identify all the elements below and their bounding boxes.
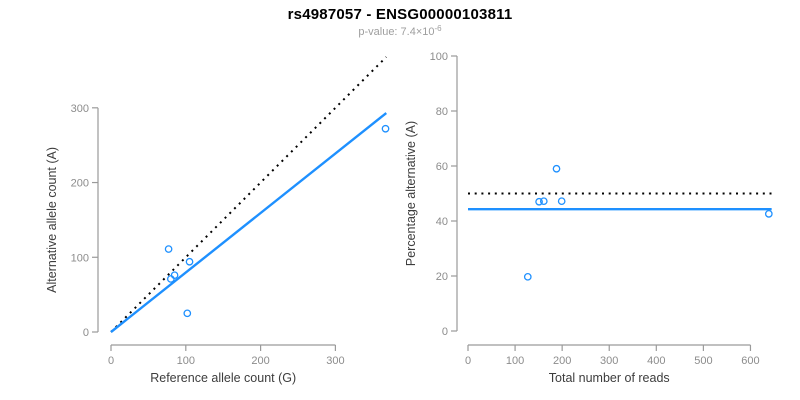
x-tick-label: 100: [177, 355, 195, 367]
y-tick-label: 100: [71, 252, 89, 264]
x-tick-label: 300: [326, 355, 344, 367]
x-tick-label: 0: [108, 355, 114, 367]
pvalue-text: p-value: 7.4×10: [358, 26, 435, 38]
data-point: [557, 197, 566, 206]
y-tick-label: 20: [436, 271, 448, 283]
x-tick-label: 300: [600, 355, 618, 367]
pvalue-exponent: -6: [434, 24, 442, 33]
data-point: [185, 257, 194, 266]
y-tick-label: 100: [430, 51, 448, 63]
y-tick-label: 300: [71, 103, 89, 115]
data-point: [170, 271, 179, 280]
data-point: [764, 210, 773, 218]
data-point: [539, 197, 548, 206]
x-tick-label: 200: [251, 355, 269, 367]
chart-title: rs4987057 - ENSG00000103811: [287, 6, 513, 23]
y-axis-label: Alternative allele count (A): [45, 147, 59, 293]
y-axis-label: Percentage alternative (A): [404, 121, 418, 266]
y-tick-label: 40: [436, 216, 448, 228]
data-point: [166, 275, 175, 283]
identity-line: [110, 56, 387, 333]
data-point: [183, 309, 192, 318]
data-point: [535, 197, 543, 206]
chart-subtitle: p-value: 7.4×10-6: [0, 24, 800, 38]
percentage-reads-scatter-plot: 0 100 200 300 400 500 600 0 20 40 60 80 100 Total num…: [404, 51, 773, 385]
y-tick-label: 0: [83, 327, 89, 339]
y-tick-label: 60: [436, 161, 448, 173]
x-tick-label: 400: [647, 355, 665, 367]
data-point: [552, 164, 561, 173]
data-points: [164, 124, 390, 318]
x-tick-label: 200: [553, 355, 571, 367]
y-tick-label: 0: [442, 326, 448, 338]
data-points: [523, 164, 773, 281]
data-point: [381, 124, 390, 133]
x-axis-label: Total number of reads: [549, 371, 670, 385]
x-tick-label: 100: [506, 355, 524, 367]
x-tick-label: 600: [741, 355, 759, 367]
x-axis-label: Reference allele count (G): [150, 371, 296, 385]
data-point: [164, 245, 173, 253]
y-tick-label: 80: [436, 106, 448, 118]
fit-line: [110, 112, 388, 333]
x-tick-label: 500: [694, 355, 712, 367]
axes: 0 100 200 300 0 100 200 300: [71, 103, 345, 367]
axes: 0 100 200 300 400 500 600 0 20 40 60 80 100: [430, 51, 760, 367]
x-tick-label: 0: [465, 355, 471, 367]
allele-count-scatter-plot: 0 100 200 300 0 100 200 300 Reference allele cou…: [45, 56, 390, 385]
data-point: [523, 272, 532, 281]
y-tick-label: 200: [71, 178, 89, 190]
